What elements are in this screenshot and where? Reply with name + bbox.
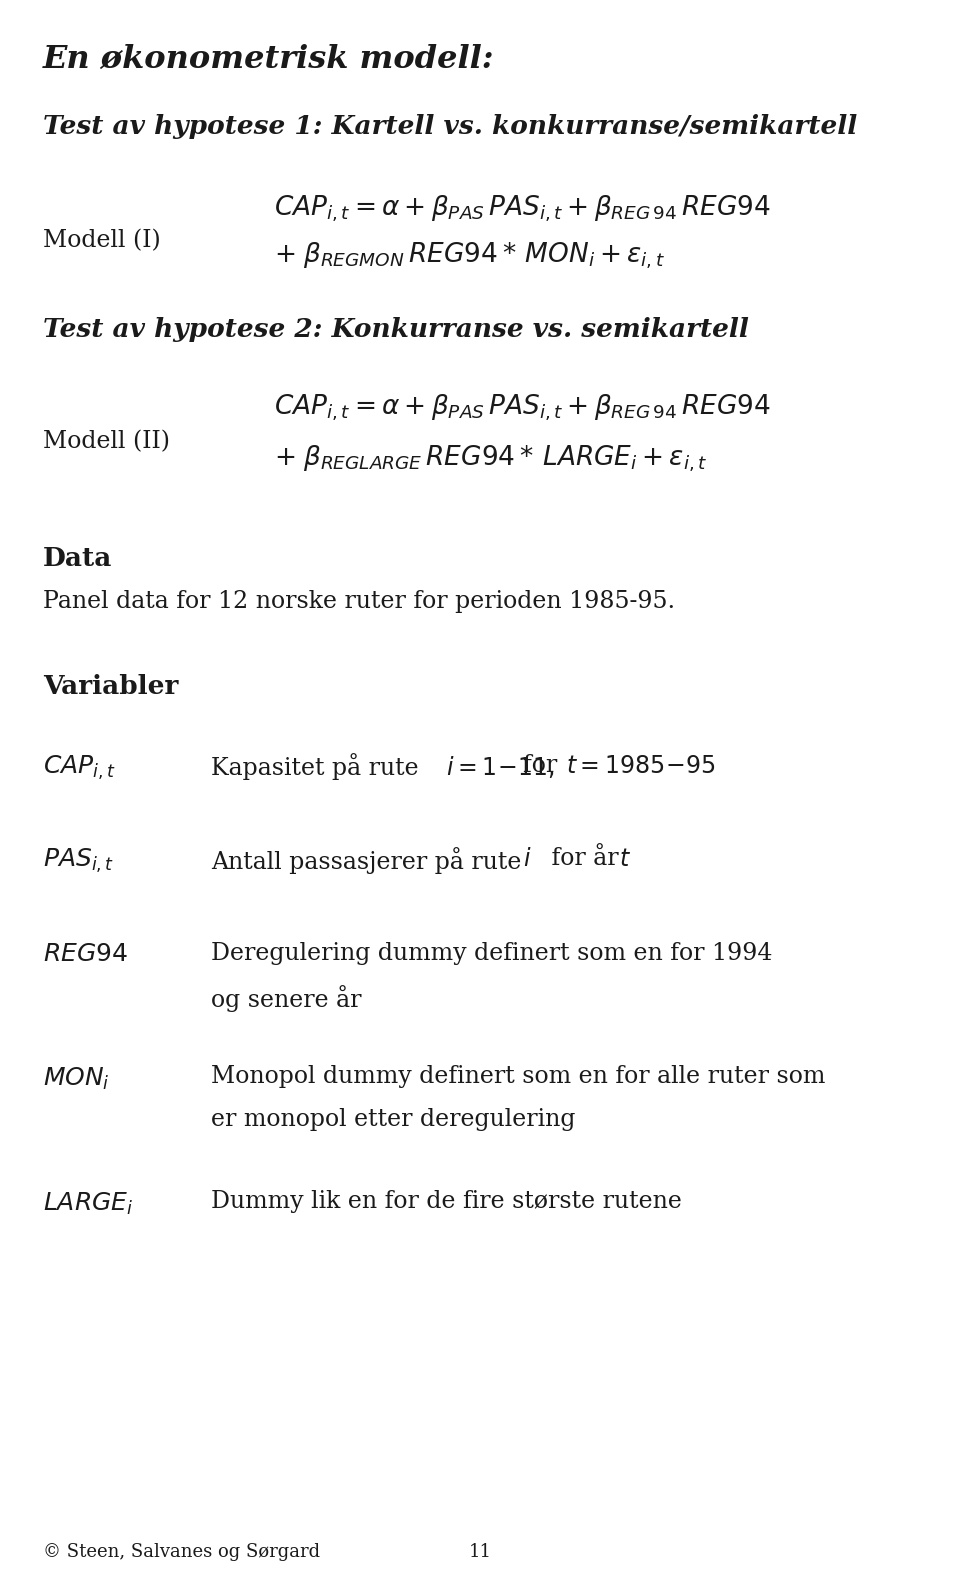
Text: $REG94$: $REG94$ <box>43 942 129 966</box>
Text: $t$: $t$ <box>619 847 631 871</box>
Text: $i$: $i$ <box>523 847 532 871</box>
Text: Panel data for 12 norske ruter for perioden 1985-95.: Panel data for 12 norske ruter for perio… <box>43 590 675 614</box>
Text: og senere år: og senere år <box>211 985 362 1012</box>
Text: Test av hypotese 1: Kartell vs. konkurranse/semikartell: Test av hypotese 1: Kartell vs. konkurra… <box>43 114 857 139</box>
Text: $t=1985\!-\!95$: $t=1985\!-\!95$ <box>566 754 716 777</box>
Text: for: for <box>523 754 564 777</box>
Text: for år: for år <box>544 847 627 871</box>
Text: er monopol etter deregulering: er monopol etter deregulering <box>211 1108 576 1132</box>
Text: Kapasitet på rute: Kapasitet på rute <box>211 754 426 780</box>
Text: Modell (II): Modell (II) <box>43 431 170 454</box>
Text: Test av hypotese 2: Konkurranse vs. semikartell: Test av hypotese 2: Konkurranse vs. semi… <box>43 317 749 342</box>
Text: $PAS_{i,t}$: $PAS_{i,t}$ <box>43 847 114 875</box>
Text: $CAP_{i,t} = \alpha + \beta_{PAS}\,PAS_{i,t} + \beta_{REG\,94}\,REG94$: $CAP_{i,t} = \alpha + \beta_{PAS}\,PAS_{… <box>274 193 770 223</box>
Text: Data: Data <box>43 546 112 571</box>
Text: $+ \;\beta_{REGLARGE}\,REG94 * \,LARGE_i + \varepsilon_{i,t}$: $+ \;\beta_{REGLARGE}\,REG94 * \,LARGE_i… <box>274 443 708 473</box>
Text: Antall passasjerer på rute: Antall passasjerer på rute <box>211 847 529 874</box>
Text: $CAP_{i,t} = \alpha + \beta_{PAS}\,PAS_{i,t} + \beta_{REG\,94}\,REG94$: $CAP_{i,t} = \alpha + \beta_{PAS}\,PAS_{… <box>274 393 770 423</box>
Text: $MON_i$: $MON_i$ <box>43 1065 110 1092</box>
Text: Monopol dummy definert som en for alle ruter som: Monopol dummy definert som en for alle r… <box>211 1065 826 1089</box>
Text: $+ \;\beta_{REGMON}\,REG94 * \,MON_i + \varepsilon_{i,t}$: $+ \;\beta_{REGMON}\,REG94 * \,MON_i + \… <box>274 241 664 271</box>
Text: $i=1\!-\!11$,: $i=1\!-\!11$, <box>446 754 556 779</box>
Text: © Steen, Salvanes og Sørgard: © Steen, Salvanes og Sørgard <box>43 1543 321 1561</box>
Text: $LARGE_i$: $LARGE_i$ <box>43 1190 133 1217</box>
Text: Dummy lik en for de fire største rutene: Dummy lik en for de fire største rutene <box>211 1190 682 1214</box>
Text: Variabler: Variabler <box>43 674 179 700</box>
Text: Deregulering dummy definert som en for 1994: Deregulering dummy definert som en for 1… <box>211 942 773 966</box>
Text: 11: 11 <box>468 1543 492 1561</box>
Text: Modell (I): Modell (I) <box>43 230 161 253</box>
Text: En økonometrisk modell:: En økonometrisk modell: <box>43 44 494 76</box>
Text: $CAP_{i,t}$: $CAP_{i,t}$ <box>43 754 116 782</box>
